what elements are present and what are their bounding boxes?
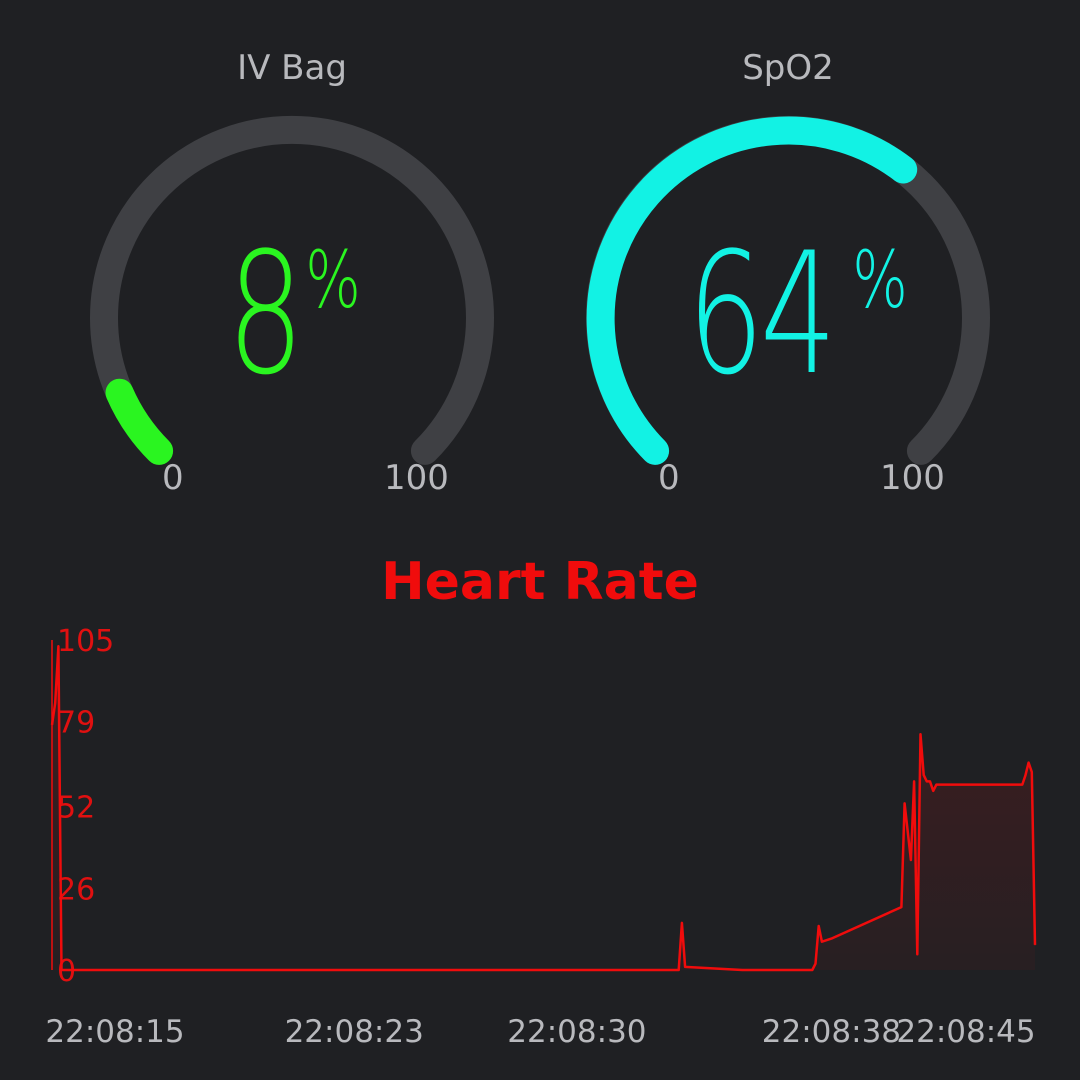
- x-tick-label: 22:08:45: [896, 1014, 1035, 1050]
- data-point: [916, 953, 918, 955]
- gauge-max-label: 100: [384, 458, 449, 498]
- iv-bag-gauge: IV Bag 8% 0 100: [52, 40, 532, 510]
- data-point: [54, 702, 56, 704]
- data-point: [61, 969, 62, 971]
- gauge-title: SpO2: [742, 48, 834, 88]
- x-tick-label: 22:08:38: [762, 1014, 901, 1050]
- y-tick-label: 79: [57, 706, 95, 741]
- data-point: [1021, 784, 1023, 786]
- x-tick-label: 22:08:15: [45, 1014, 184, 1050]
- data-point: [904, 802, 906, 804]
- gauge-min-label: 0: [162, 458, 184, 498]
- gauge-number: 8: [227, 216, 305, 412]
- data-point: [57, 645, 59, 647]
- gauge-unit: %: [305, 236, 362, 326]
- data-point: [815, 963, 816, 965]
- data-point: [926, 780, 928, 782]
- y-tick-label: 52: [57, 791, 95, 826]
- data-point: [910, 859, 912, 861]
- gauge-min-label: 0: [658, 458, 680, 498]
- gauge-value: 64%: [548, 230, 1028, 398]
- data-point: [745, 969, 746, 971]
- data-point: [1031, 771, 1033, 773]
- gauge-value: 8%: [52, 230, 532, 398]
- data-point: [929, 780, 931, 782]
- data-point: [821, 941, 823, 943]
- data-point: [920, 733, 921, 735]
- spo2-gauge: SpO2 64% 0 100: [548, 40, 1028, 510]
- data-point: [741, 969, 743, 971]
- gauge-title: IV Bag: [237, 48, 347, 88]
- gauge-fill: [105, 378, 174, 465]
- data-point: [684, 966, 686, 968]
- gauge-number: 64: [687, 216, 837, 412]
- gauge-fill: [586, 116, 918, 465]
- data-point: [1034, 944, 1036, 946]
- heart-rate-line: [50, 645, 1037, 972]
- data-point: [939, 784, 941, 786]
- heart-rate-area: [52, 646, 1035, 970]
- data-point: [932, 790, 934, 792]
- plot-area: [50, 645, 1037, 972]
- x-tick-label: 22:08:30: [507, 1014, 646, 1050]
- data-point: [818, 925, 820, 927]
- data-point: [1025, 774, 1026, 776]
- gauge-track: [90, 115, 494, 465]
- gauge-unit: %: [852, 236, 908, 326]
- chart-title: Heart Rate: [381, 552, 699, 612]
- data-point: [51, 724, 53, 726]
- data-point: [830, 938, 832, 940]
- data-point: [913, 780, 915, 782]
- data-point: [811, 969, 813, 971]
- data-point: [935, 784, 937, 786]
- gauge-dial: [586, 115, 990, 465]
- data-point: [576, 969, 578, 971]
- data-point: [1028, 762, 1030, 764]
- data-point: [678, 969, 680, 971]
- gauge-dial: [90, 115, 494, 465]
- y-tick-label: 26: [57, 872, 95, 907]
- data-point: [923, 774, 925, 776]
- y-tick-label: 105: [57, 624, 114, 659]
- data-point: [900, 906, 902, 908]
- gauge-max-label: 100: [880, 458, 945, 498]
- data-point: [681, 922, 683, 924]
- x-tick-label: 22:08:23: [285, 1014, 424, 1050]
